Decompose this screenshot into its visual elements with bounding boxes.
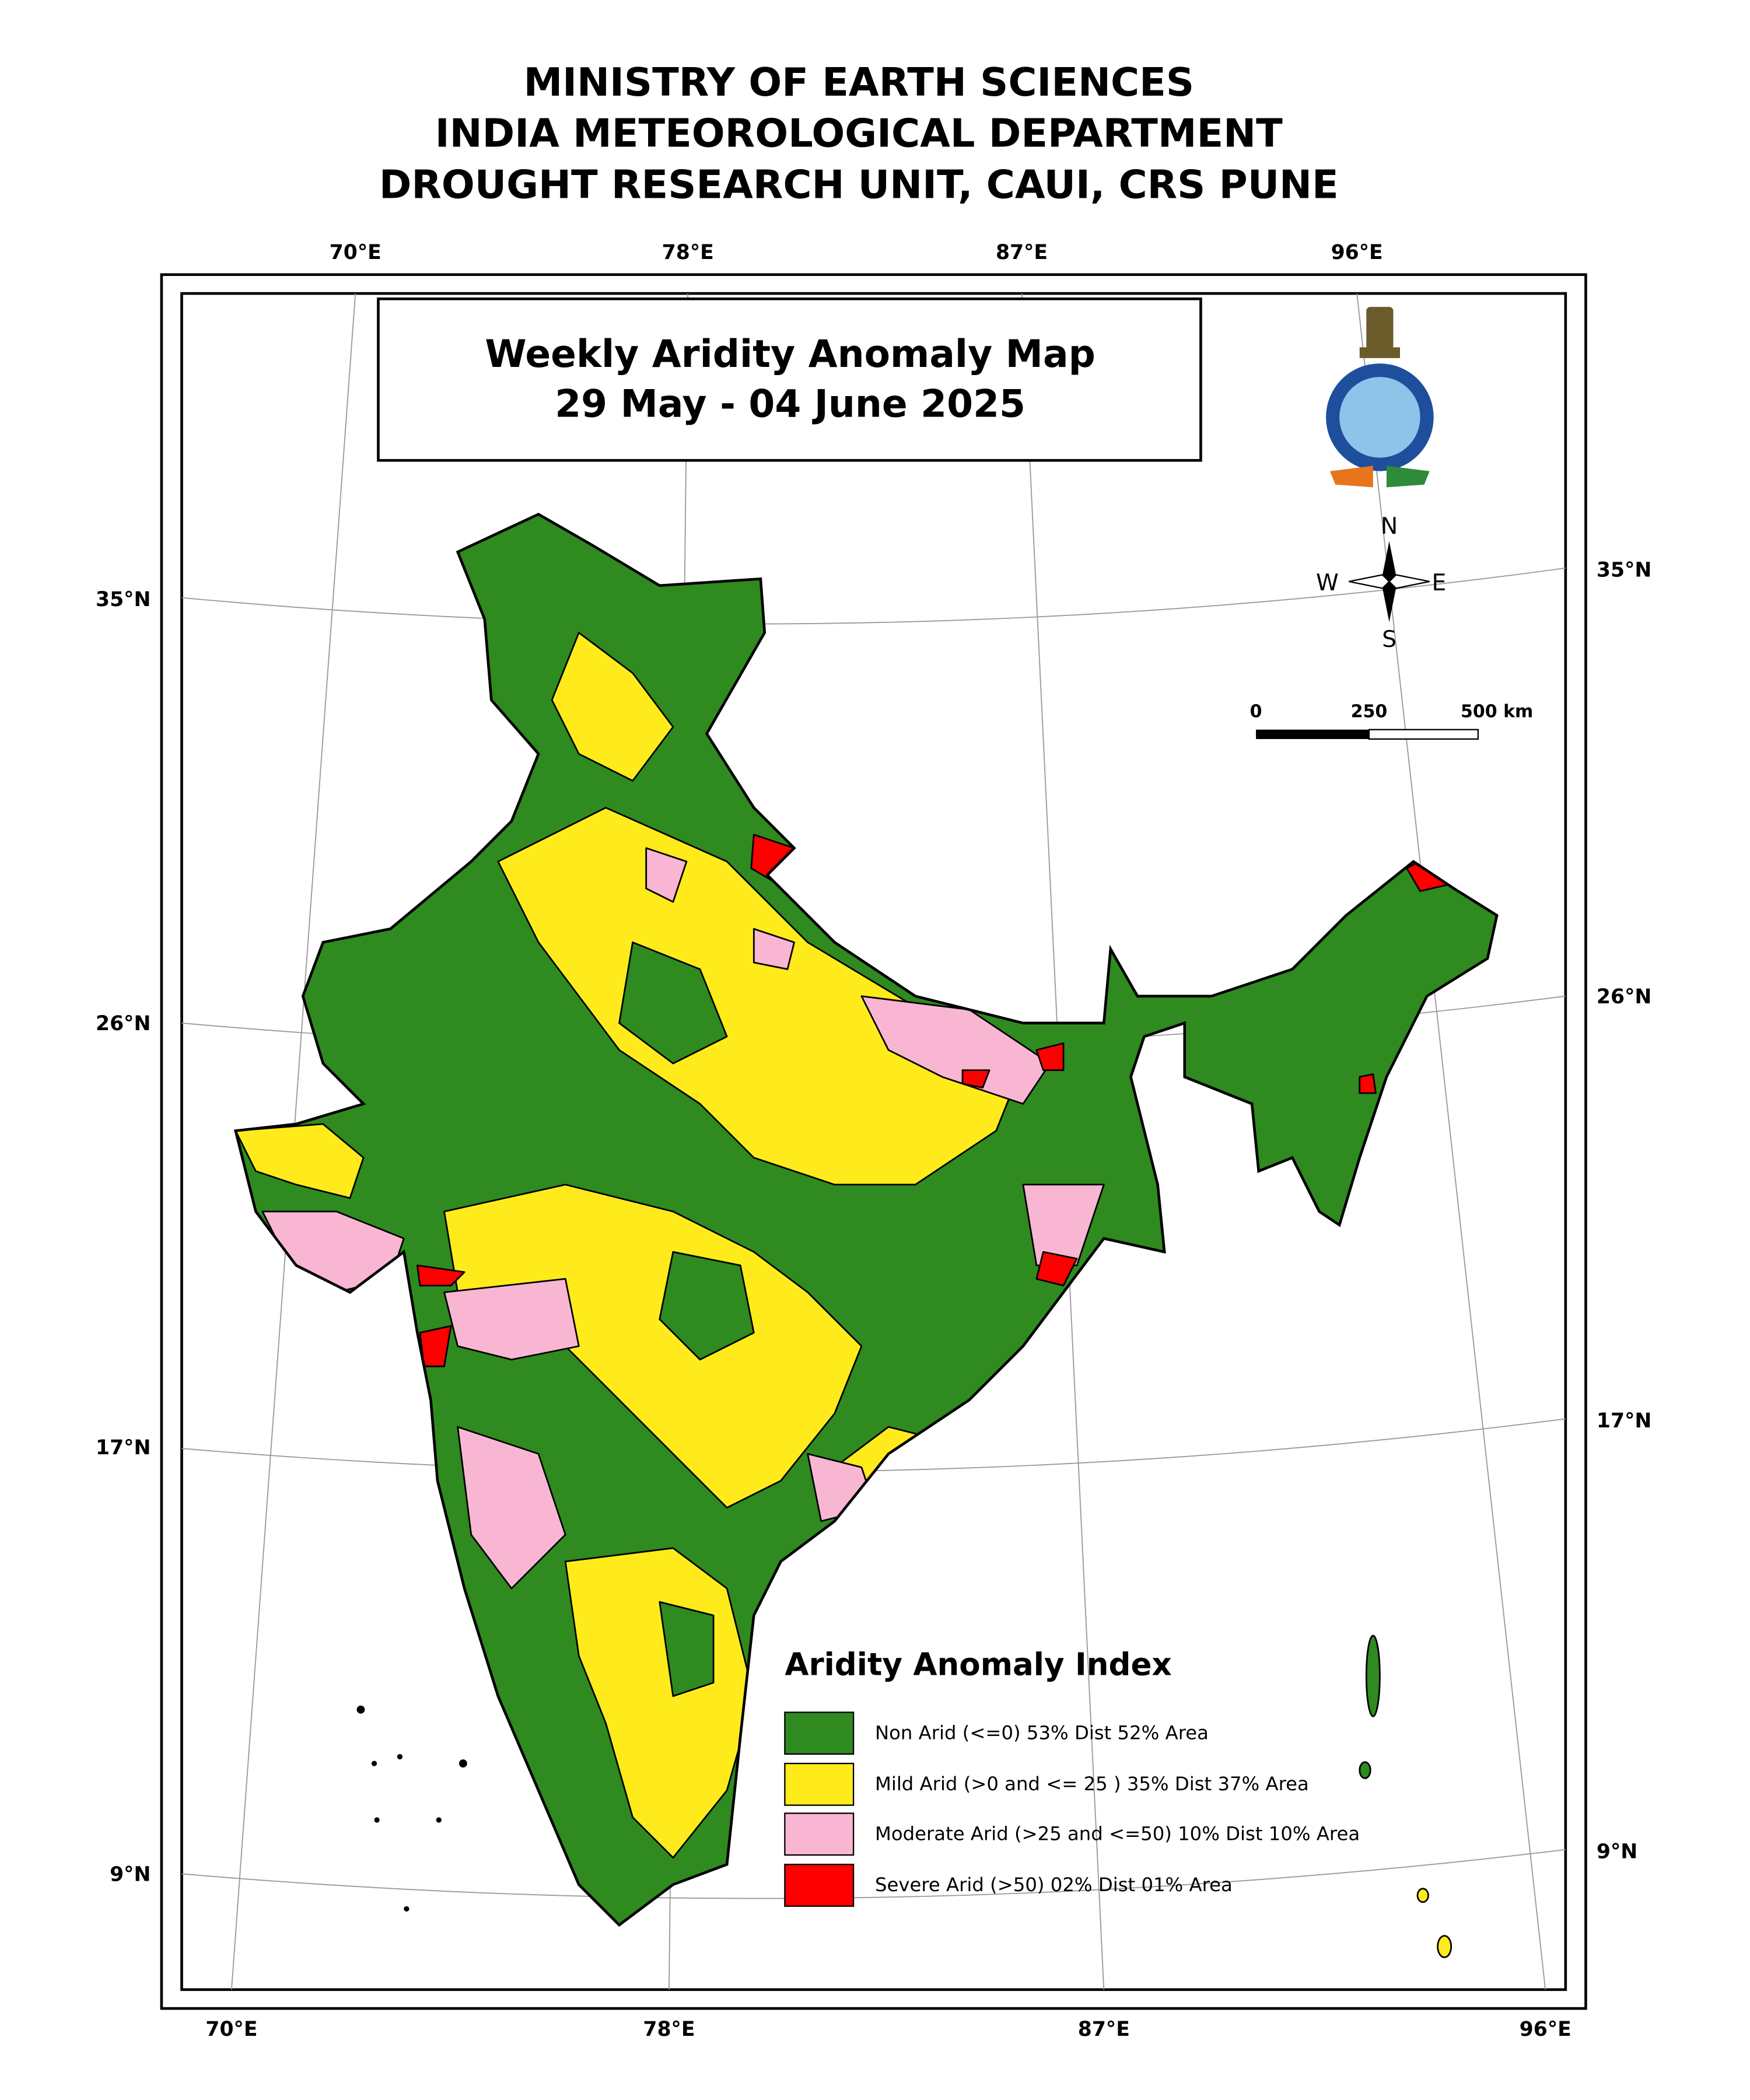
lon-label: 96°E <box>1520 2018 1572 2041</box>
lat-label: 17°N <box>96 1436 150 1460</box>
severe-arid-region <box>961 1069 991 1088</box>
lat-label: 35°N <box>1597 558 1651 582</box>
header-line: INDIA METEOROLOGICAL DEPARTMENT <box>435 111 1283 156</box>
non-arid-region <box>659 1251 755 1361</box>
emblem-globe <box>1339 377 1420 458</box>
moderate-arid-region <box>443 1278 580 1361</box>
lat-label: 17°N <box>1597 1409 1651 1433</box>
legend-swatch <box>784 1812 855 1856</box>
island <box>397 1754 402 1760</box>
island <box>404 1906 410 1912</box>
emblem-base <box>1359 347 1400 358</box>
lon-label: 96°E <box>1331 241 1383 264</box>
lat-label: 35°N <box>96 588 150 611</box>
moderate-arid-region <box>1022 1184 1105 1266</box>
scale-segment <box>1256 729 1369 739</box>
emblem-ribbon <box>1386 466 1430 488</box>
lon-label: 87°E <box>996 241 1048 264</box>
island <box>1416 1888 1429 1903</box>
moderate-arid-region <box>752 928 795 970</box>
emblem-capital <box>1366 307 1394 350</box>
island <box>459 1759 467 1768</box>
compass: N S W E <box>1316 513 1446 653</box>
parallel <box>181 1849 1566 1899</box>
compass-label: E <box>1432 570 1447 596</box>
lat-label: 9°N <box>1597 1840 1637 1863</box>
severe-arid-region <box>416 1264 466 1287</box>
compass-label: N <box>1381 513 1398 540</box>
non-arid-region <box>618 941 728 1065</box>
parallel <box>181 567 1566 625</box>
scale-label: 250 <box>1351 701 1388 722</box>
lat-label: 26°N <box>96 1012 150 1035</box>
emblem-ribbon <box>1330 466 1373 488</box>
legend-swatch <box>784 1762 855 1806</box>
legend-title: Aridity Anomaly Index <box>785 1647 1171 1683</box>
outer-frame <box>160 273 1587 2010</box>
island <box>1365 1634 1381 1717</box>
lat-label: 26°N <box>1597 985 1651 1009</box>
map-period: 29 May - 04 June 2025 <box>555 383 1026 426</box>
compass-point <box>1388 574 1430 589</box>
compass-label: S <box>1382 626 1396 653</box>
island <box>374 1817 380 1823</box>
non-arid-region <box>659 1601 715 1698</box>
scale-label: 0 <box>1250 701 1262 722</box>
lon-label: 70°E <box>205 2018 257 2041</box>
severe-arid-region <box>1359 1073 1377 1094</box>
moderate-arid-region <box>457 1426 566 1590</box>
mild-arid-region <box>235 1123 365 1199</box>
map-title: Weekly Aridity Anomaly Map <box>485 332 1095 376</box>
lon-label: 78°E <box>662 241 714 264</box>
header-line: DROUGHT RESEARCH UNIT, CAUI, CRS PUNE <box>379 162 1339 207</box>
lon-label: 87°E <box>1078 2018 1130 2041</box>
title-box <box>377 297 1202 462</box>
island <box>1437 1935 1452 1958</box>
scale-label: 500 km <box>1461 701 1533 722</box>
compass-label: W <box>1316 570 1339 596</box>
severe-arid-region <box>1035 1042 1065 1071</box>
legend-swatch <box>784 1712 855 1755</box>
island <box>356 1705 365 1714</box>
scale-segment <box>1368 729 1479 740</box>
legend-swatch <box>784 1863 855 1907</box>
island <box>1359 1761 1371 1779</box>
lon-label: 78°E <box>643 2018 695 2041</box>
compass-point <box>1382 541 1396 582</box>
compass-point <box>1382 581 1396 622</box>
island <box>371 1760 377 1766</box>
inner-frame <box>180 292 1567 1992</box>
legend-label: Severe Arid (>50) 02% Dist 01% Area <box>875 1874 1233 1896</box>
legend: Aridity Anomaly Index Non Arid (<=0) 53%… <box>784 1647 1360 1907</box>
imd-emblem <box>1326 307 1434 488</box>
legend-label: Mild Arid (>0 and <= 25 ) 35% Dist 37% A… <box>875 1773 1309 1795</box>
islands <box>356 1634 1452 1958</box>
lon-label: 70°E <box>330 241 382 264</box>
moderate-arid-region <box>645 847 688 903</box>
scale-bar: 0 250 500 km <box>1250 701 1533 740</box>
lat-label: 9°N <box>110 1863 150 1887</box>
legend-label: Non Arid (<=0) 53% Dist 52% Area <box>875 1721 1209 1744</box>
severe-arid-region <box>1035 1251 1078 1287</box>
mild-arid-region <box>551 632 674 782</box>
mild-arid-region <box>497 807 1024 1186</box>
header-line: MINISTRY OF EARTH SCIENCES <box>524 60 1194 105</box>
island <box>436 1817 442 1823</box>
legend-label: Moderate Arid (>25 and <=50) 10% Dist 10… <box>875 1822 1360 1845</box>
